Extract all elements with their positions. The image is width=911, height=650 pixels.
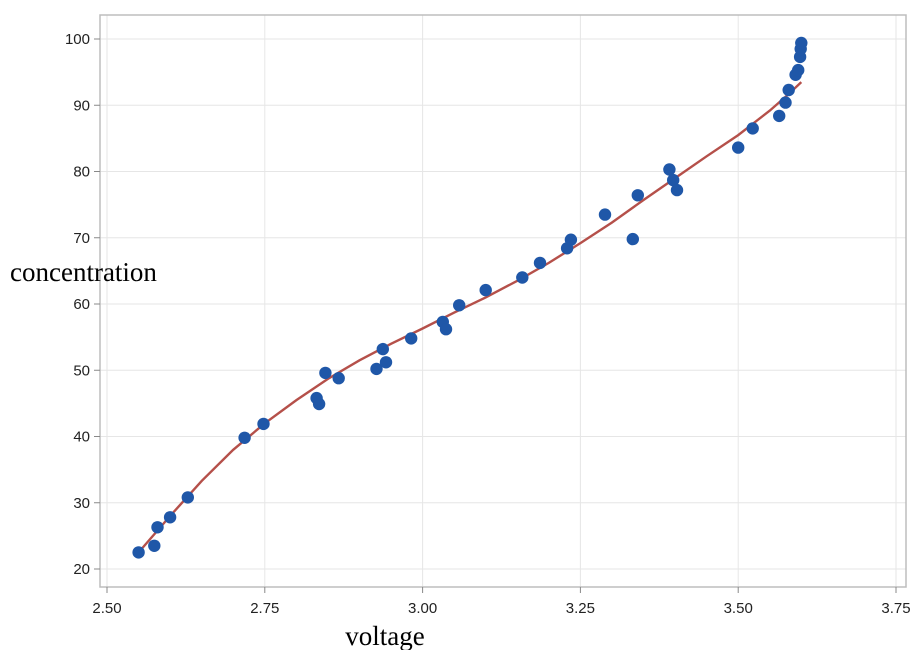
- data-point: [667, 173, 680, 187]
- y-tick-label: 60: [73, 296, 90, 313]
- data-point: [598, 208, 612, 221]
- y-tick-label: 70: [73, 230, 90, 247]
- data-point: [746, 122, 759, 135]
- data-point: [439, 323, 453, 336]
- x-tick-label: 2.75: [250, 600, 279, 617]
- y-tick-label: 40: [73, 429, 90, 446]
- y-tick-label: 30: [73, 495, 90, 512]
- data-point: [370, 362, 383, 376]
- data-point: [148, 539, 161, 552]
- data-point: [631, 189, 644, 202]
- data-point: [795, 36, 808, 50]
- data-point: [405, 332, 418, 345]
- grid: [100, 15, 906, 587]
- data-point: [564, 233, 578, 246]
- data-point: [453, 299, 466, 312]
- data-point: [319, 366, 332, 380]
- y-tick-label: 100: [65, 31, 90, 48]
- fit-line: [137, 81, 803, 554]
- data-point: [626, 232, 639, 246]
- x-tick-label: 3.25: [566, 600, 595, 617]
- data-point: [312, 397, 326, 411]
- x-tick-label: 3.75: [881, 600, 910, 617]
- data-point: [257, 417, 270, 431]
- data-point: [163, 511, 177, 524]
- data-point: [151, 521, 164, 534]
- y-axis-title: concentration: [10, 257, 157, 287]
- data-point: [132, 546, 145, 559]
- y-tick-label: 80: [73, 164, 90, 181]
- data-point: [670, 183, 684, 197]
- plot-frame: [99, 14, 907, 588]
- data-point: [663, 163, 676, 176]
- x-tick-label: 3.00: [408, 600, 437, 617]
- y-tick-label: 20: [73, 561, 90, 578]
- data-point: [332, 372, 345, 385]
- data-point: [516, 271, 529, 284]
- data-point: [533, 256, 547, 270]
- data-point: [479, 283, 492, 297]
- data-point: [238, 431, 251, 444]
- data-point: [379, 356, 393, 369]
- data-point: [773, 109, 786, 123]
- data-point: [782, 83, 795, 97]
- x-tick-label: 2.50: [92, 600, 121, 617]
- y-tick-label: 90: [73, 97, 90, 114]
- x-axis: 2.50 2.75 3.00 3.25 3.50 3.75: [92, 587, 911, 617]
- x-axis-title: voltage: [345, 621, 424, 650]
- data-points: [132, 36, 808, 559]
- data-point: [779, 96, 792, 109]
- y-axis: 20 30 40 50 60 70 80 90 100: [65, 31, 100, 578]
- data-point: [181, 491, 194, 504]
- x-tick-label: 3.50: [724, 600, 753, 617]
- data-point: [792, 63, 805, 77]
- data-point: [732, 141, 745, 154]
- data-point: [376, 342, 389, 356]
- y-tick-label: 50: [73, 362, 90, 379]
